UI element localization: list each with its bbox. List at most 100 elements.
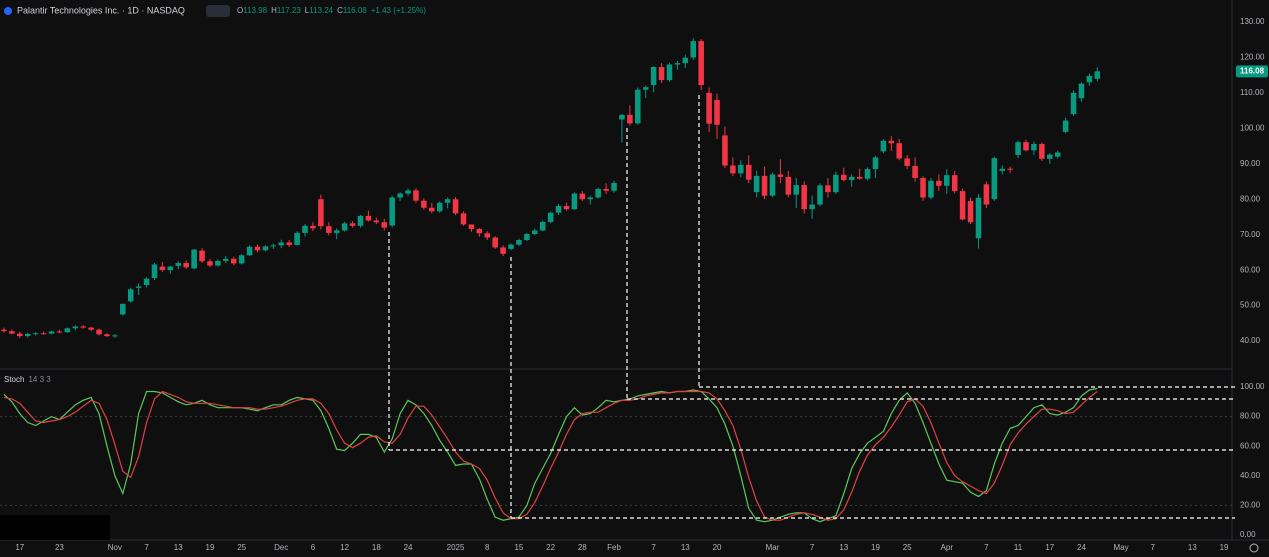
candle-body: [888, 140, 895, 144]
candle-body: [1, 329, 7, 332]
candle-body: [326, 226, 332, 233]
candle-body: [769, 174, 776, 196]
plot-area: 130.00120.00110.00100.0090.0080.0070.006…: [0, 17, 1268, 552]
candle-body: [603, 188, 609, 191]
candle-body: [357, 215, 364, 226]
settings-icon[interactable]: [1249, 543, 1259, 553]
candle-body: [365, 215, 372, 221]
candle-body: [539, 221, 546, 231]
x-tick-label: Nov: [108, 543, 122, 552]
candle-body: [302, 225, 308, 233]
candle-body: [1094, 71, 1101, 79]
candle-body: [896, 143, 903, 159]
candle-body: [127, 289, 134, 302]
candle-body: [999, 168, 1006, 171]
candle-body: [516, 240, 522, 245]
x-tick-label: 25: [237, 543, 246, 552]
y-tick-label: 120.00: [1240, 53, 1265, 62]
candle-body: [159, 266, 166, 271]
candle-body: [1039, 143, 1045, 159]
candle-body: [674, 63, 681, 65]
candle-body: [793, 185, 800, 195]
y-tick-label: 80.00: [1240, 194, 1261, 203]
candle-body: [698, 41, 704, 86]
candle-body: [983, 184, 990, 205]
x-tick-label: 8: [485, 543, 490, 552]
x-tick-label: 2025: [447, 543, 465, 552]
candle-body: [104, 334, 110, 337]
candle-body: [959, 191, 966, 220]
candle-body: [468, 224, 475, 230]
x-tick-label: 23: [55, 543, 64, 552]
candle-body: [642, 87, 649, 90]
candle-body: [579, 193, 586, 200]
candle-body: [120, 303, 126, 315]
candle-body: [254, 246, 261, 251]
x-tick-label: 25: [903, 543, 912, 552]
candle-body: [761, 175, 768, 196]
candle-body: [611, 182, 617, 191]
x-tick-label: 7: [144, 543, 149, 552]
candle-body: [452, 199, 459, 214]
x-tick-label: 6: [311, 543, 316, 552]
candle-body: [96, 329, 102, 335]
candle-body: [183, 263, 189, 268]
y-tick-label: 110.00: [1240, 88, 1264, 97]
candle-body: [64, 328, 71, 333]
toggle-button[interactable]: [206, 5, 230, 17]
candle-body: [920, 177, 926, 198]
x-tick-label: Apr: [941, 543, 954, 552]
x-tick-label: 11: [1014, 543, 1023, 552]
candle-body: [936, 180, 942, 186]
candle-body: [1086, 75, 1093, 83]
redacted-box: [0, 515, 110, 540]
candle-body: [833, 174, 839, 193]
candle-body: [880, 140, 887, 152]
candle-body: [635, 89, 641, 124]
candle-body: [690, 41, 697, 58]
symbol-logo: [4, 7, 12, 15]
candle-body: [199, 250, 205, 262]
candle-body: [1062, 120, 1069, 132]
candle-body: [207, 261, 213, 266]
y-tick-label: 100.00: [1240, 123, 1265, 132]
candle-body: [80, 326, 86, 328]
candle-body: [991, 158, 998, 200]
candle-body: [666, 64, 673, 81]
candle-body: [294, 232, 300, 245]
candle-body: [555, 205, 562, 213]
candle-body: [975, 197, 982, 239]
x-tick-label: 24: [404, 543, 413, 552]
candle-body: [72, 326, 79, 329]
candle-body: [349, 223, 356, 226]
x-tick-label: 22: [546, 543, 555, 552]
x-tick-label: 17: [15, 543, 24, 552]
candle-body: [381, 222, 388, 228]
x-tick-label: 19: [871, 543, 880, 552]
candle-body: [1070, 92, 1077, 115]
candle-body: [270, 245, 277, 247]
candle-body: [571, 193, 578, 210]
candle-body: [706, 92, 712, 124]
candle-body: [809, 204, 815, 210]
candle-body: [587, 197, 594, 200]
y-tick-label: 40.00: [1240, 471, 1261, 480]
x-tick-label: 13: [1188, 543, 1197, 552]
candle-body: [801, 185, 807, 210]
ohlc-legend: O113.98 H117.23 L113.24 C116.08 +1.43 (+1.25…: [237, 6, 426, 15]
candle-body: [508, 244, 514, 249]
candle-body: [175, 263, 182, 266]
symbol-title[interactable]: Palantir Technologies Inc. · 1D · NASDAQ: [17, 5, 185, 15]
candle-body: [928, 180, 934, 198]
x-tick-label: 13: [174, 543, 183, 552]
indicator-legend[interactable]: Stoch 14 3 3: [4, 375, 51, 384]
y-tick-label: 0.00: [1240, 530, 1256, 539]
candle-body: [429, 207, 435, 212]
candle-body: [904, 158, 910, 166]
candle-body: [722, 135, 728, 166]
candle-body: [1015, 142, 1021, 155]
x-tick-label: Mar: [766, 543, 780, 552]
candle-body: [524, 233, 530, 241]
